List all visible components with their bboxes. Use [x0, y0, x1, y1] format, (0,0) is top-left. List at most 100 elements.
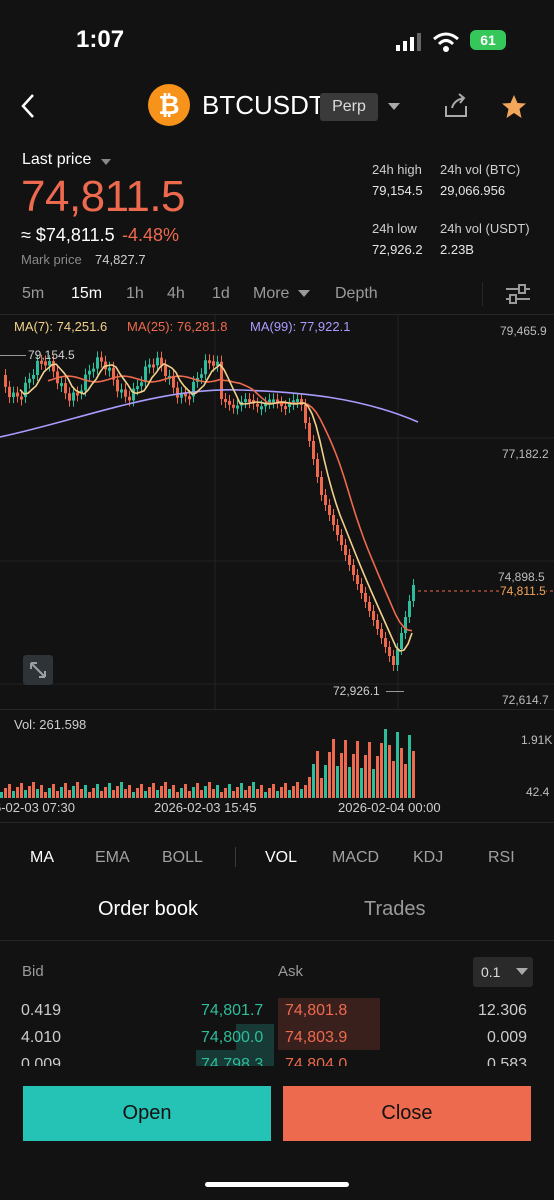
bid-price[interactable]: 74,801.7 — [201, 1002, 264, 1019]
volume-bar — [188, 791, 191, 798]
volume-bar — [376, 756, 379, 798]
volume-bar — [100, 791, 103, 798]
volume-bar — [408, 735, 411, 798]
volume-bar — [400, 748, 403, 798]
usd-approx-price: ≈ $74,811.5 — [21, 225, 115, 245]
axis-price-top: 79,465.9 — [500, 324, 547, 338]
indicator-boll[interactable]: BOLL — [162, 849, 203, 866]
share-icon[interactable] — [442, 92, 470, 120]
volume-bar — [396, 732, 399, 798]
indicator-ema[interactable]: EMA — [95, 849, 130, 866]
tab-1h[interactable]: 1h — [126, 285, 144, 302]
candle — [280, 402, 283, 407]
ask-price[interactable]: 74,801.8 — [285, 1002, 348, 1019]
volume-bar — [32, 782, 35, 798]
axis-price-3: 74,898.5 — [498, 570, 545, 584]
indicator-ma[interactable]: MA — [30, 849, 54, 866]
pair-title[interactable]: BTCUSDT — [202, 90, 325, 120]
candle — [380, 629, 383, 638]
volume-bar — [4, 788, 7, 798]
ask-depth-bar — [278, 1024, 380, 1050]
ma25-legend: MA(25): 76,281.8 — [127, 319, 228, 334]
last-price-label[interactable]: Last price — [22, 151, 92, 168]
candle — [320, 477, 323, 495]
candle — [336, 525, 339, 535]
volume-bar — [320, 778, 323, 798]
volume-bar — [232, 791, 235, 798]
candle — [44, 361, 47, 366]
candle — [132, 388, 135, 401]
volume-bar — [128, 785, 131, 798]
open-button[interactable]: Open — [23, 1086, 271, 1141]
volume-bar — [204, 786, 207, 798]
candle — [316, 459, 319, 477]
volume-chart — [0, 729, 415, 798]
candle — [376, 620, 379, 629]
candle — [368, 602, 371, 611]
candle — [84, 374, 87, 391]
battery-indicator: 61 — [470, 30, 506, 50]
indicator-rsi[interactable]: RSI — [488, 849, 515, 866]
ask-depth-bar — [278, 998, 380, 1024]
volume-bar — [136, 788, 139, 798]
chevron-down-icon[interactable] — [387, 102, 401, 112]
tab-4h[interactable]: 4h — [167, 285, 185, 302]
chevron-down-icon[interactable] — [298, 290, 310, 298]
volume-bar — [372, 769, 375, 798]
time-label-1: 2026-02-03 15:45 — [154, 800, 257, 815]
volume-bar — [272, 784, 275, 798]
tab-order-book[interactable]: Order book — [98, 898, 199, 920]
close-button[interactable]: Close — [283, 1086, 531, 1141]
candle — [288, 404, 291, 408]
indicator-kdj[interactable]: KDJ — [413, 849, 444, 866]
chart-settings-icon[interactable] — [504, 283, 532, 305]
volume-bar — [368, 742, 371, 798]
volume-bar — [24, 790, 27, 798]
candle — [108, 367, 111, 371]
volume-bar — [348, 767, 351, 798]
volume-min: 42.4 — [526, 785, 550, 799]
indicator-macd[interactable]: MACD — [332, 849, 380, 866]
candle — [24, 382, 27, 398]
favorite-star-icon[interactable] — [501, 94, 527, 120]
back-icon[interactable] — [18, 92, 38, 120]
volume-bar — [148, 787, 151, 798]
low-24h-label: 24h low — [372, 221, 417, 236]
candle — [400, 633, 403, 649]
volume-bar — [96, 784, 99, 798]
volume-bar — [240, 783, 243, 798]
fullscreen-button[interactable] — [23, 655, 53, 685]
volume-bar — [284, 783, 287, 798]
candle — [264, 402, 267, 407]
candle — [60, 383, 63, 387]
volume-bar — [336, 766, 339, 798]
candlestick-chart[interactable] — [0, 315, 554, 710]
bid-price[interactable]: 74,800.0 — [201, 1029, 264, 1046]
candle — [40, 360, 43, 364]
tab-depth[interactable]: Depth — [335, 285, 378, 302]
candle — [396, 649, 399, 665]
precision-select[interactable]: 0.1 — [473, 957, 533, 987]
tab-15m[interactable]: 15m — [71, 285, 103, 302]
volume-bar — [352, 754, 355, 798]
candle — [304, 405, 307, 423]
axis-current-price: 74,811.5 — [500, 584, 546, 598]
chevron-down-icon — [516, 968, 529, 975]
volume-bar — [108, 783, 111, 798]
tab-trades[interactable]: Trades — [364, 898, 426, 920]
candle — [384, 638, 387, 647]
ask-price[interactable]: 74,803.9 — [285, 1029, 348, 1046]
chevron-down-icon[interactable] — [101, 159, 111, 166]
chart-grid — [0, 315, 554, 710]
volume-bar — [340, 753, 343, 798]
volume-bar — [300, 789, 303, 798]
volume-bar — [72, 786, 75, 798]
tab-more[interactable]: More — [253, 285, 290, 302]
candle — [404, 617, 407, 633]
high-24h-label: 24h high — [372, 162, 422, 177]
volume-bar — [292, 786, 295, 798]
precision-value: 0.1 — [481, 964, 501, 980]
tab-1d[interactable]: 1d — [212, 285, 230, 302]
tab-5m[interactable]: 5m — [22, 285, 45, 302]
indicator-vol[interactable]: VOL — [265, 849, 298, 866]
